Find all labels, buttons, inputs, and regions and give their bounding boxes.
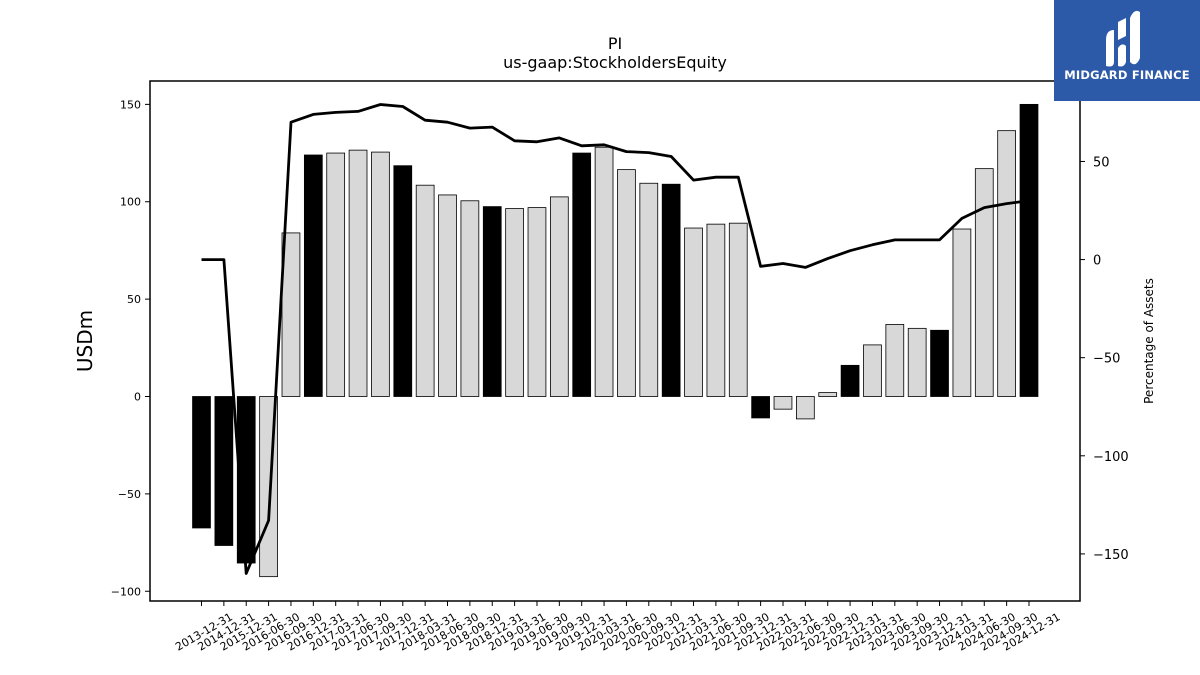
bar-2018-12-31 — [482, 206, 502, 397]
y2-tick-label: −150 — [1093, 548, 1129, 563]
bar-2022-12-31 — [840, 364, 860, 397]
bar-2017-12-31 — [393, 165, 413, 397]
bar-2017-06-30 — [348, 149, 368, 397]
bar-2020-03-31 — [594, 146, 614, 397]
bar-2018-09-30 — [460, 200, 480, 397]
y2-tick-label: −100 — [1093, 450, 1129, 465]
midgard-finance-logo: MIDGARD FINANCE — [1054, 0, 1200, 101]
bar-2023-12-31 — [930, 329, 949, 397]
series-line-percentage-of-assets — [201, 103, 1030, 575]
bar-2019-06-30 — [527, 207, 547, 397]
bar-2019-03-31 — [505, 208, 524, 397]
y-axis-left: −100 −50 0 50 100 150 — [111, 98, 150, 598]
bar-2016-12-31 — [303, 154, 323, 397]
y-tick-label: 0 — [134, 391, 141, 404]
y-tick-label: −50 — [118, 488, 141, 501]
y2-tick-label: −50 — [1093, 352, 1120, 367]
bar-2014-12-31 — [214, 396, 234, 546]
bar-2017-09-30 — [371, 151, 390, 397]
y-tick-label: 100 — [120, 196, 141, 209]
bar-2019-12-31 — [572, 152, 592, 397]
bar-2022-06-30 — [796, 396, 815, 420]
bar-2023-03-31 — [863, 344, 882, 397]
chart-title: PI — [608, 34, 622, 53]
bar-2023-09-30 — [907, 327, 927, 397]
chart-subtitle: us-gaap:StockholdersEquity — [503, 53, 727, 72]
bar-2023-06-30 — [885, 324, 905, 397]
plot-frame — [149, 80, 1081, 602]
bar-2024-12-31 — [1019, 103, 1039, 397]
bar-2021-06-30 — [706, 223, 726, 397]
bar-2024-06-30 — [974, 168, 994, 397]
bar-2021-09-30 — [728, 222, 748, 397]
line-layer — [201, 103, 1030, 575]
bars-layer — [192, 103, 1039, 578]
bar-2020-12-31 — [661, 183, 681, 397]
bar-2022-09-30 — [818, 392, 838, 397]
y2-axis-label: Percentage of Assets — [1142, 278, 1156, 404]
bar-2024-03-31 — [952, 228, 972, 397]
bar-2021-12-31 — [751, 396, 770, 419]
bar-2021-03-31 — [684, 227, 703, 397]
bar-2013-12-31 — [192, 396, 211, 529]
bar-2020-09-30 — [639, 182, 659, 397]
y-tick-label: −100 — [111, 585, 141, 598]
logo-text: MIDGARD FINANCE — [1064, 68, 1190, 82]
bar-2024-09-30 — [997, 130, 1016, 397]
bar-2018-06-30 — [438, 194, 457, 397]
y-tick-label: 50 — [127, 293, 141, 306]
y-axis-label: USDm — [73, 310, 97, 372]
bar-2018-03-31 — [415, 184, 435, 397]
bar-2017-03-31 — [326, 152, 346, 397]
y-tick-label: 150 — [120, 98, 141, 111]
x-axis: 2013-12-312014-12-312015-12-312016-06-30… — [173, 601, 1063, 654]
bar-2022-03-31 — [773, 396, 793, 410]
y-axis-right: −150 −100 −50 0 50 — [1080, 155, 1129, 563]
bar-2019-09-30 — [549, 196, 569, 397]
bar-2016-09-30 — [281, 232, 301, 397]
bar-2020-06-30 — [617, 169, 636, 397]
y2-tick-label: 0 — [1093, 254, 1101, 269]
y2-tick-label: 50 — [1093, 155, 1110, 170]
logo-mark-icon — [1106, 10, 1140, 67]
